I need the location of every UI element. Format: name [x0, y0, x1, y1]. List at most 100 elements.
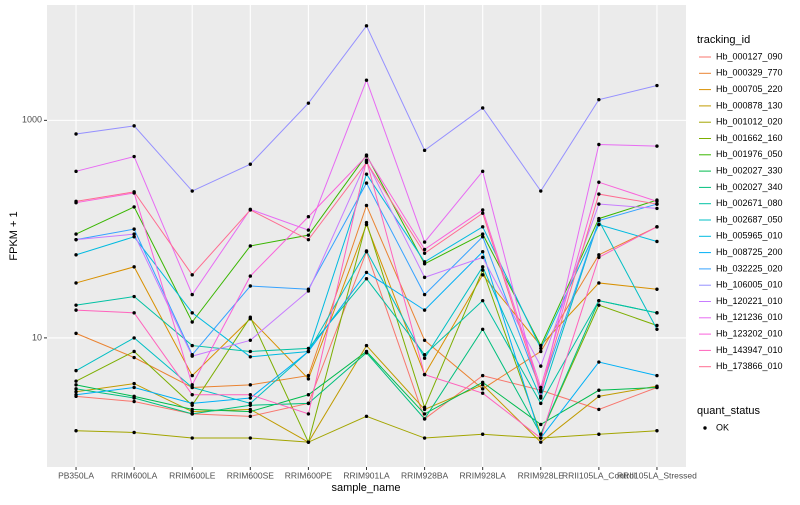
data-point — [306, 412, 311, 416]
data-point — [132, 205, 136, 209]
data-point — [422, 247, 427, 252]
legend-label: Hb_002027_330 — [716, 165, 783, 175]
legend-label: Hb_001012_020 — [716, 117, 783, 127]
data-point — [248, 401, 253, 406]
x-tick-label: RRIM901LA — [343, 470, 390, 480]
data-point — [539, 436, 543, 440]
data-point — [422, 275, 427, 280]
data-point — [74, 390, 78, 394]
data-point — [74, 393, 78, 397]
data-point — [132, 336, 136, 340]
data-point — [480, 169, 485, 174]
data-point — [306, 377, 311, 381]
legend-label: Hb_002027_340 — [716, 182, 783, 192]
data-point — [132, 294, 136, 299]
data-point — [74, 429, 78, 433]
data-point — [74, 379, 78, 383]
data-point — [422, 405, 427, 410]
data-point — [655, 144, 659, 148]
data-point — [364, 181, 369, 185]
data-point — [132, 190, 136, 194]
legend-label: Hb_106005_010 — [716, 280, 783, 290]
data-point — [248, 338, 253, 343]
data-point — [480, 298, 485, 303]
data-point — [480, 235, 485, 239]
data-point — [190, 373, 194, 378]
data-point — [190, 383, 194, 387]
data-point — [248, 162, 253, 166]
legend-label: OK — [716, 422, 729, 432]
data-point — [132, 227, 136, 231]
data-point — [597, 192, 601, 196]
legend-label: Hb_000329_770 — [716, 68, 783, 78]
data-point — [306, 349, 311, 354]
data-point — [422, 308, 427, 312]
data-point — [306, 233, 311, 237]
data-point — [248, 393, 253, 397]
data-point — [306, 373, 311, 378]
data-point — [539, 440, 543, 444]
data-point — [190, 189, 194, 193]
data-point — [539, 422, 543, 427]
x-tick-label: RRIM600PE — [285, 470, 333, 480]
data-point — [364, 220, 369, 225]
data-point — [74, 232, 78, 236]
data-point — [480, 225, 485, 229]
data-point — [74, 169, 78, 174]
x-tick-label: RRIM600LA — [111, 470, 158, 480]
data-point — [364, 154, 369, 158]
data-point — [190, 273, 194, 277]
data-point — [480, 250, 485, 254]
data-point — [364, 249, 369, 253]
data-point — [132, 154, 136, 159]
data-point — [655, 385, 659, 390]
data-point — [190, 354, 194, 358]
y-axis-label: FPKM + 1 — [8, 211, 20, 260]
data-point — [480, 273, 485, 277]
data-point — [248, 315, 253, 319]
data-point — [480, 383, 485, 387]
data-point — [248, 274, 253, 278]
x-tick-label: RRIM600SE — [227, 470, 275, 480]
legend-label: Hb_120221_010 — [716, 296, 783, 306]
y-tick-label: 10 — [32, 332, 42, 342]
data-point — [597, 97, 601, 102]
data-point — [364, 414, 369, 419]
legend-label: Hb_002671_080 — [716, 198, 783, 208]
data-point — [655, 206, 659, 211]
data-point — [132, 355, 136, 360]
data-point — [539, 390, 543, 394]
data-point — [655, 202, 659, 206]
data-point — [655, 429, 659, 433]
data-point — [74, 132, 78, 136]
data-point — [132, 311, 136, 315]
data-point — [306, 237, 311, 242]
x-tick-label: RRIM928LA — [460, 470, 507, 480]
data-point — [190, 393, 194, 397]
data-point — [132, 396, 136, 400]
data-point — [597, 388, 601, 392]
data-point — [655, 287, 659, 291]
data-point — [74, 331, 78, 336]
data-point — [132, 265, 136, 269]
data-point — [190, 401, 194, 406]
data-point — [364, 277, 369, 281]
data-point — [190, 436, 194, 440]
data-point — [597, 142, 601, 147]
data-point — [655, 323, 659, 328]
data-point — [480, 268, 485, 272]
data-point — [364, 203, 369, 208]
legend-label: Hb_143947_010 — [716, 345, 783, 355]
data-point — [364, 78, 369, 82]
data-point — [132, 235, 136, 239]
data-point — [539, 432, 543, 436]
legend-label: Hb_001976_050 — [716, 149, 783, 159]
data-point — [364, 351, 369, 355]
legend-label: Hb_002687_050 — [716, 214, 783, 224]
data-point — [422, 292, 427, 297]
data-point — [655, 239, 659, 244]
data-point — [597, 394, 601, 399]
data-point — [190, 407, 194, 412]
data-point — [480, 380, 485, 385]
data-point — [248, 383, 253, 387]
